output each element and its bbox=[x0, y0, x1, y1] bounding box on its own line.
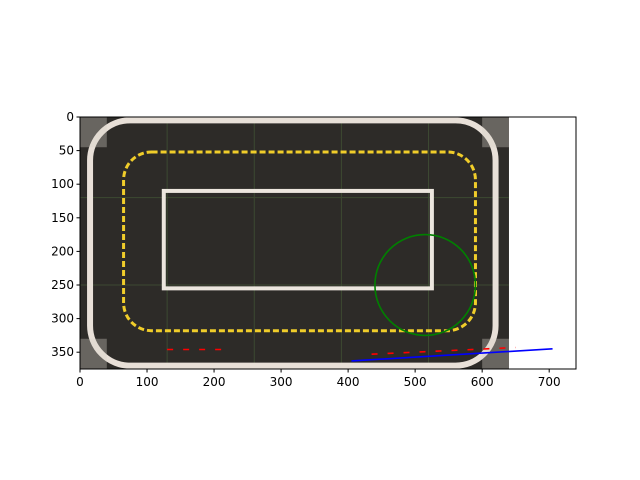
x-tick-label: 200 bbox=[203, 375, 226, 389]
corner-patch bbox=[482, 338, 509, 369]
green-circle bbox=[374, 233, 477, 337]
y-tick-label: 250 bbox=[51, 278, 74, 292]
blue-line bbox=[351, 348, 553, 362]
x-tick-label: 0 bbox=[76, 375, 84, 389]
y-tick-label: 300 bbox=[51, 312, 74, 326]
corner-patch bbox=[482, 117, 509, 148]
inner-boundary-line bbox=[161, 188, 434, 291]
corner-patch bbox=[80, 117, 107, 148]
y-tick-label: 350 bbox=[51, 345, 74, 359]
overlay-layer bbox=[167, 233, 553, 362]
x-tick-label: 100 bbox=[136, 375, 159, 389]
x-tick-label: 300 bbox=[270, 375, 293, 389]
corner-patch bbox=[80, 338, 107, 369]
outer-boundary-line bbox=[87, 117, 499, 369]
track-image bbox=[80, 117, 509, 369]
x-tick-label: 700 bbox=[538, 375, 561, 389]
x-tick-label: 600 bbox=[471, 375, 494, 389]
center-dashed-line bbox=[122, 150, 477, 333]
x-axis: 0 100 200 300 400 500 600 700 bbox=[76, 369, 561, 389]
axes-frame bbox=[79, 116, 577, 370]
y-tick-label: 100 bbox=[51, 177, 74, 191]
y-tick-label: 200 bbox=[51, 244, 74, 258]
y-tick-label: 150 bbox=[51, 211, 74, 225]
y-axis: 0 50 100 150 200 250 300 350 bbox=[51, 110, 80, 359]
y-tick-label: 50 bbox=[59, 144, 74, 158]
track-surface bbox=[80, 117, 509, 369]
y-tick-label: 0 bbox=[66, 110, 74, 124]
x-tick-label: 500 bbox=[404, 375, 427, 389]
x-tick-label: 400 bbox=[337, 375, 360, 389]
